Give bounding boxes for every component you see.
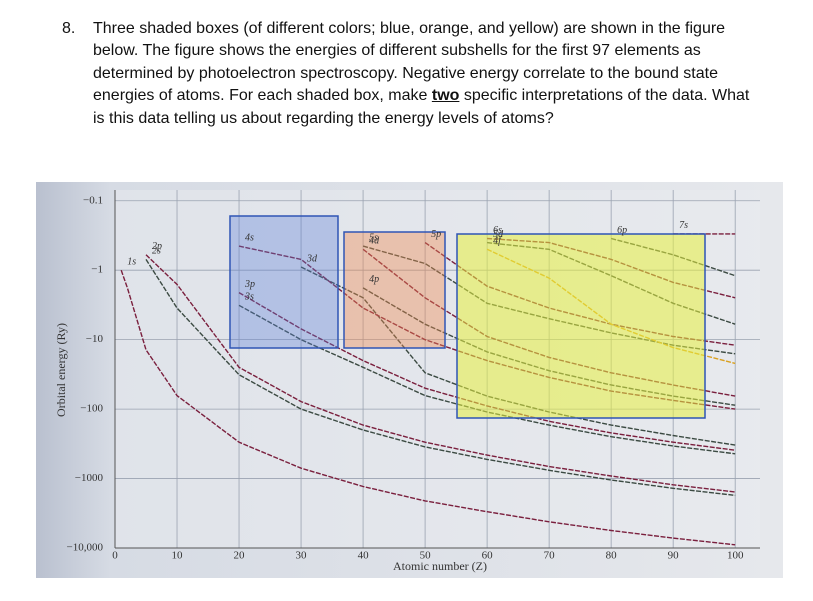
series-label: 5d [493, 229, 504, 240]
x-tick-label: 90 [668, 550, 680, 562]
series-line [145, 254, 736, 493]
x-tick-label: 30 [296, 550, 308, 562]
orange-box [343, 231, 446, 349]
series-label: 6p [617, 225, 627, 236]
text: specific interpretations of the data. Wh… [93, 87, 750, 127]
x-tick-label: 20 [234, 550, 246, 562]
series-label: 4s [245, 232, 254, 243]
series-line [145, 259, 736, 497]
question-text: Three shaded boxes (of different colors;… [93, 18, 762, 130]
x-tick-label: 40 [358, 550, 370, 562]
y-axis-title: Orbital energy (Ry) [54, 323, 68, 417]
y-tick-label: −10 [86, 333, 104, 345]
y-tick-label: −1 [91, 264, 103, 276]
series-label: 4f [493, 236, 502, 247]
x-tick-label: 80 [606, 550, 618, 562]
series-label: 3s [244, 292, 254, 303]
series-label: 7s [679, 220, 688, 231]
y-tick-label: −10,000 [67, 542, 104, 554]
series-label: 3d [306, 253, 318, 264]
yellow-box [456, 233, 706, 419]
x-tick-label: 60 [482, 550, 494, 562]
question-number: 8. [62, 20, 76, 37]
series-label: 3p [244, 279, 255, 290]
blue-box [229, 215, 339, 349]
series-label: 4p [369, 274, 379, 285]
series-label: 6s [493, 225, 502, 236]
series-label: 2p [152, 241, 162, 252]
x-tick-label: 70 [544, 550, 556, 562]
series-label: 5s [369, 232, 378, 243]
question: 8. Three shaded boxes (of different colo… [62, 18, 762, 130]
x-tick-label: 0 [112, 550, 118, 562]
y-tick-label: −0.1 [83, 194, 103, 206]
emphasis: two [431, 87, 460, 105]
series-line [120, 269, 736, 546]
y-tick-label: −100 [80, 403, 103, 415]
series-label: 1s [127, 257, 136, 268]
x-tick-label: 10 [172, 550, 184, 562]
x-axis-title: Atomic number (Z) [393, 559, 487, 573]
y-tick-label: −1000 [75, 472, 104, 484]
x-tick-label: 100 [727, 550, 744, 562]
series-label: 5p [431, 229, 441, 240]
text: Three shaded boxes (of different colors;… [93, 20, 726, 105]
series-label: 2s [152, 246, 161, 257]
x-tick-label: 50 [420, 550, 432, 562]
series-label: 4d [369, 236, 380, 247]
